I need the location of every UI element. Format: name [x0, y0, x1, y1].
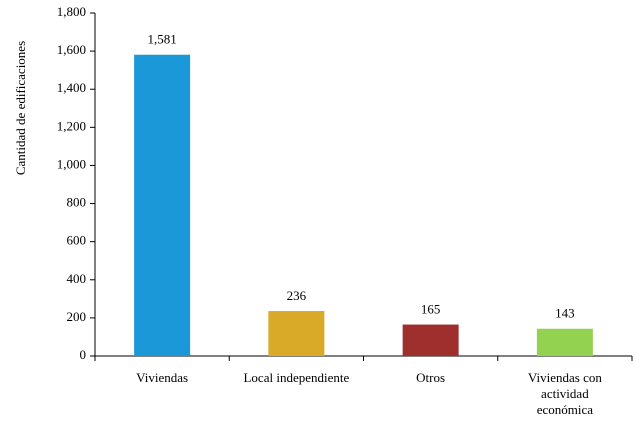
bar	[536, 328, 593, 356]
y-axis-label: Cantidad de edificaciones	[13, 41, 28, 175]
y-tick-label: 1,800	[57, 4, 86, 19]
y-tick-label: 1,200	[57, 118, 86, 133]
x-tick-label: Viviendas con actividad económica	[527, 370, 602, 417]
y-tick-label: 200	[67, 309, 87, 324]
bar	[134, 54, 191, 357]
bar	[268, 311, 325, 356]
y-tick-label: 1,600	[57, 42, 86, 57]
x-tick-label: Local independiente	[243, 370, 350, 385]
x-tick-label: Otros	[416, 370, 446, 385]
y-tick-label: 800	[67, 195, 87, 210]
data-label: 165	[421, 302, 441, 317]
y-tick-label: 600	[67, 233, 87, 248]
y-tick-label: 1,000	[57, 156, 86, 171]
y-tick-label: 0	[80, 347, 87, 362]
data-label: 236	[287, 288, 307, 303]
data-label: 1,581	[148, 32, 177, 47]
y-tick-label: 400	[67, 271, 87, 286]
x-tick-label: Viviendas	[136, 370, 189, 385]
y-tick-label: 1,400	[57, 80, 86, 95]
bar	[402, 324, 459, 356]
data-label: 143	[555, 306, 575, 321]
